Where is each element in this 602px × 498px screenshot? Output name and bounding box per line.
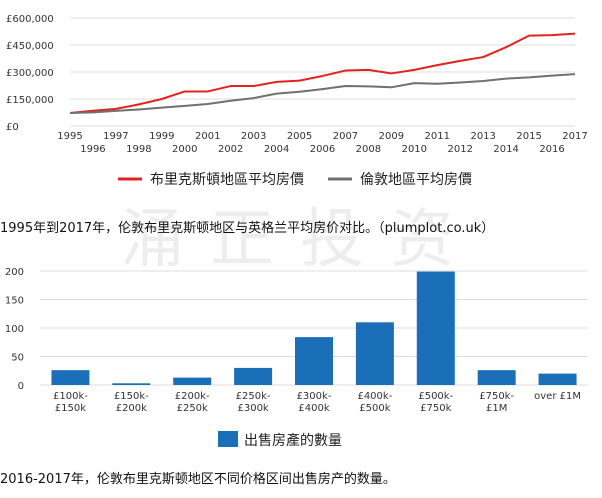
bar xyxy=(416,271,455,385)
x-tick-label: £300k- xyxy=(297,391,332,402)
y-tick-label: 0 xyxy=(18,381,24,392)
y-tick-label: £600,000 xyxy=(6,14,54,25)
y-tick-label: £0 xyxy=(6,122,19,133)
x-tick-label: 2016 xyxy=(539,144,564,155)
x-tick-label: 2002 xyxy=(218,144,243,155)
x-tick-label: 1999 xyxy=(149,131,174,142)
legend-label-london: 倫敦地區平均房價 xyxy=(360,171,472,188)
x-tick-label: 2009 xyxy=(379,131,404,142)
x-tick-label: 1996 xyxy=(80,144,105,155)
legend-swatch-count xyxy=(218,431,238,447)
bar xyxy=(234,367,273,385)
london-price-line xyxy=(69,73,576,115)
line-chart: £600,000 £450,000 £300,000 £150,000 £0 1995 19… xyxy=(6,14,588,188)
y-tick-label: £450,000 xyxy=(6,41,54,52)
x-tick-label: 2013 xyxy=(470,131,495,142)
x-tick-label: 1995 xyxy=(57,131,82,142)
x-tick-label: £400k- xyxy=(357,391,392,402)
x-tick-label: £150k- xyxy=(114,391,149,402)
x-tick-label: 2005 xyxy=(287,131,312,142)
x-tick-label: £200k- xyxy=(175,391,210,402)
x-tick-label: £250k- xyxy=(236,391,271,402)
y-tick-label: 50 xyxy=(11,353,24,364)
line-chart-caption: 1995年到2017年，伦敦布里克斯顿地区与英格兰平均房价对比。（plumplo… xyxy=(0,221,495,236)
x-tick-label: £400k xyxy=(298,403,329,414)
x-tick-label: 2003 xyxy=(241,131,266,142)
legend-label-brixton: 布里克斯頓地區平均房價 xyxy=(150,171,304,188)
x-tick-label: £250k xyxy=(177,403,208,414)
x-tick-label: 2006 xyxy=(310,144,335,155)
x-tick-label: 2015 xyxy=(516,131,541,142)
brixton-price-line xyxy=(69,32,576,115)
x-tick-label: 2010 xyxy=(402,144,427,155)
bar xyxy=(51,370,90,385)
y-tick-label: 100 xyxy=(5,324,24,335)
x-tick-label: 2012 xyxy=(448,144,473,155)
x-tick-label: £750k- xyxy=(479,391,514,402)
x-tick-label: 2007 xyxy=(333,131,358,142)
bar xyxy=(538,373,577,385)
x-tick-label: £500k- xyxy=(418,391,453,402)
x-tick-label: over £1M xyxy=(534,391,581,402)
x-tick-label: £100k- xyxy=(53,391,88,402)
y-tick-label: 150 xyxy=(5,296,24,307)
x-tick-label: £1M xyxy=(486,403,507,414)
y-tick-label: 200 xyxy=(5,267,24,278)
x-tick-label: 2001 xyxy=(195,131,220,142)
x-tick-label: 2000 xyxy=(172,144,197,155)
y-tick-label: £150,000 xyxy=(6,95,54,106)
legend-label-count: 出售房產的數量 xyxy=(244,432,342,449)
bar-chart: 200 150 100 50 0 £100k-£150k £150k-£200k £200k-… xyxy=(5,267,588,449)
x-tick-label: 2011 xyxy=(425,131,450,142)
x-tick-label: £300k xyxy=(237,403,268,414)
bar xyxy=(477,370,516,385)
x-tick-label: 1997 xyxy=(103,131,128,142)
bar-chart-caption: 2016-2017年，伦敦布里克斯顿地区不同价格区间出售房产的数量。 xyxy=(0,472,396,487)
x-tick-label: 2014 xyxy=(493,144,518,155)
x-tick-label: 1998 xyxy=(126,144,151,155)
x-tick-label: £150k xyxy=(55,403,86,414)
bar xyxy=(173,377,212,385)
x-tick-label: £500k xyxy=(359,403,390,414)
y-tick-label: £300,000 xyxy=(6,68,54,79)
x-tick-label: 2004 xyxy=(264,144,289,155)
bar xyxy=(112,383,151,385)
x-tick-label: £750k xyxy=(420,403,451,414)
bar xyxy=(355,322,394,385)
x-tick-label: £200k xyxy=(116,403,147,414)
bar xyxy=(295,337,333,385)
x-tick-label: 2017 xyxy=(562,131,587,142)
x-tick-label: 2008 xyxy=(356,144,381,155)
